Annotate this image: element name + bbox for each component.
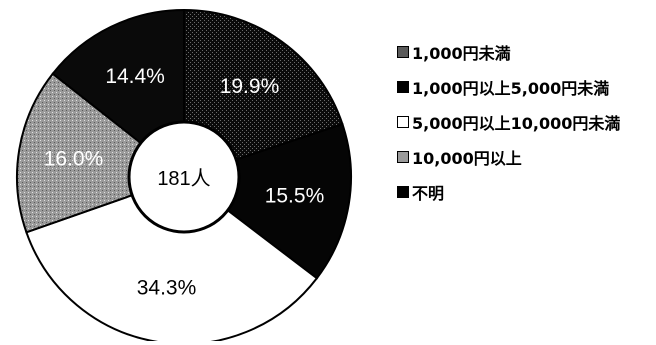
pie-slice-2 [181, 122, 352, 280]
legend-label-1: 1,000円未満 [412, 43, 511, 63]
legend-item-4: 10,000円以上 [397, 139, 620, 174]
legend-swatch-1 [397, 45, 409, 58]
legend-swatch-5 [397, 185, 409, 198]
legend-swatch-4 [397, 150, 409, 163]
pie-slice-1 [183, 8, 344, 179]
legend-item-5: 不明 [397, 174, 620, 209]
legend-item-3: 5,000円以上10,000円未満 [397, 104, 620, 139]
legend-label-4: 10,000円以上 [412, 148, 522, 168]
pie-slice-4 [16, 72, 187, 234]
slice-label-1: 19.9% [220, 75, 280, 98]
slice-label-4: 16.0% [44, 148, 104, 171]
legend-swatch-2 [397, 80, 409, 93]
slice-label-2: 15.5% [265, 184, 325, 207]
center-label: 181人 [157, 167, 210, 190]
center-hole [127, 120, 241, 234]
legend: 1,000円未満 1,000円以上5,000円未満 5,000円以上10,000… [397, 34, 620, 209]
legend-swatch-3 [397, 115, 409, 128]
legend-item-2: 1,000円以上5,000円未満 [397, 69, 620, 104]
slice-label-5: 14.4% [105, 65, 165, 88]
slice-label-3: 34.3% [137, 277, 197, 300]
legend-label-2: 1,000円以上5,000円未満 [412, 78, 610, 98]
legend-item-1: 1,000円未満 [397, 34, 620, 69]
legend-label-3: 5,000円以上10,000円未満 [412, 113, 621, 133]
pie-slice-labels: 19.9% 15.5% 34.3% 16.0% 14.4% [44, 65, 325, 299]
legend-label-5: 不明 [412, 183, 445, 203]
